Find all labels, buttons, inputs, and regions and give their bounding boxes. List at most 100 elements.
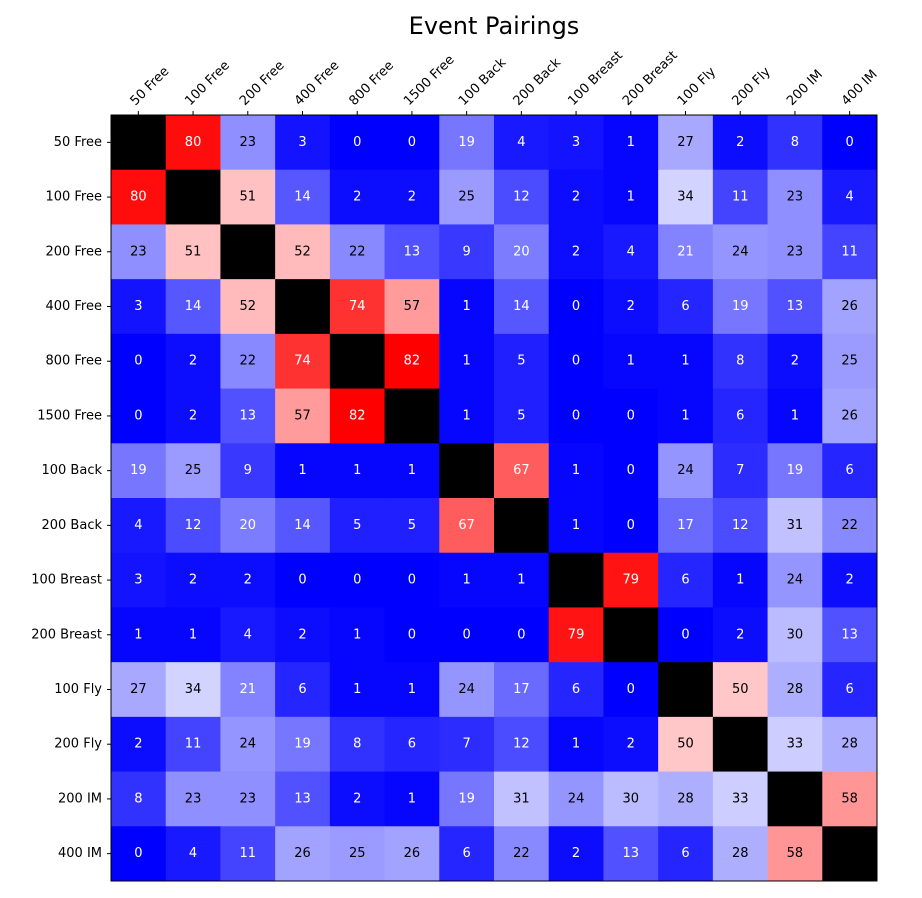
heatmap-cell	[767, 498, 823, 554]
cell-value-label: 24	[787, 573, 804, 588]
cell-value-label: 3	[134, 573, 142, 588]
cell-value-label: 1	[736, 573, 744, 588]
heatmap-cell	[384, 662, 440, 718]
cell-value-label: 24	[240, 737, 257, 752]
heatmap-diagonal-cell	[220, 224, 276, 280]
heatmap-cells	[111, 115, 878, 882]
cell-value-label: 0	[134, 408, 142, 423]
heatmap-cell	[220, 716, 276, 773]
heatmap-cell	[220, 443, 276, 499]
heatmap-cell	[111, 224, 167, 280]
heatmap-cell	[384, 826, 440, 882]
cell-value-label: 4	[134, 518, 142, 533]
cell-value-label: 1	[353, 463, 361, 478]
cell-value-label: 82	[404, 354, 421, 369]
heatmap-cell	[658, 716, 714, 773]
heatmap-cell	[822, 771, 878, 827]
heatmap-cell	[275, 224, 331, 280]
heatmap-cell	[767, 388, 823, 444]
heatmap-cell	[111, 443, 167, 499]
cell-value-label: 24	[732, 244, 749, 259]
heatmap-cell	[822, 552, 878, 608]
cell-value-label: 27	[677, 135, 694, 150]
cell-value-label: 5	[408, 518, 416, 533]
heatmap-cell	[603, 662, 659, 718]
heatmap-cell	[329, 552, 386, 608]
heatmap-cell	[767, 443, 823, 499]
cell-value-label: 33	[787, 737, 804, 752]
cell-value-label: 31	[787, 518, 804, 533]
cell-value-label: 2	[244, 573, 252, 588]
cell-value-label: 13	[787, 299, 804, 314]
heatmap-cell	[111, 169, 167, 225]
heatmap-cell	[603, 115, 659, 171]
heatmap-cell	[220, 169, 276, 225]
heatmap-cell	[384, 443, 440, 499]
heatmap-cell	[165, 388, 221, 444]
heatmap-diagonal-cell	[494, 498, 550, 554]
cell-value-label: 6	[298, 682, 306, 697]
plot-frame	[110, 114, 878, 882]
cell-value-label: 6	[463, 846, 471, 861]
cell-value-label: 1	[189, 627, 197, 642]
heatmap-cell	[822, 716, 878, 773]
heatmap-cell	[658, 333, 714, 390]
cell-value-label: 28	[841, 737, 858, 752]
heatmap-cell	[767, 716, 823, 773]
heatmap-cell	[603, 552, 659, 608]
cell-value-label: 0	[298, 573, 306, 588]
cell-value-label: 14	[294, 518, 311, 533]
heatmap-cell	[712, 498, 769, 554]
cell-value-label: 6	[681, 573, 689, 588]
cell-value-label: 58	[841, 791, 858, 806]
x-axis-ticks: 50 Free 100 Free 200 Free 400 Free 800 Free 1…	[128, 48, 881, 115]
cell-value-label: 14	[513, 299, 530, 314]
cell-value-label: 25	[185, 463, 202, 478]
cell-value-label: 24	[458, 682, 475, 697]
x-tick-label: 100 Fly	[675, 64, 720, 109]
heatmap-cell	[384, 224, 440, 280]
x-tick-label: 400 Free	[292, 58, 343, 109]
x-tick-label: 400 IM	[839, 67, 881, 109]
y-tick-label: 400 IM	[58, 846, 102, 861]
heatmap-cell	[767, 607, 823, 663]
cell-value-label: 21	[677, 244, 694, 259]
cell-value-label: 28	[732, 846, 749, 861]
heatmap-cell	[767, 279, 823, 335]
cell-value-label: 1	[298, 463, 306, 478]
heatmap-cell	[220, 826, 276, 882]
cell-value-label: 4	[189, 846, 197, 861]
cell-value-label: 0	[572, 408, 580, 423]
heatmap-cell	[165, 115, 221, 171]
cell-value-label: 13	[623, 846, 640, 861]
heatmap-cell	[712, 607, 769, 663]
cell-value-label: 1	[572, 737, 580, 752]
cell-value-label: 12	[732, 518, 749, 533]
chart-title: Event Pairings	[409, 12, 580, 40]
heatmap-cell	[494, 826, 550, 882]
heatmap-cell	[494, 662, 550, 718]
heatmap-cell	[275, 333, 331, 390]
heatmap-diagonal-cell	[767, 771, 823, 827]
heatmap-cell	[329, 771, 386, 827]
heatmap-diagonal-cell	[603, 607, 659, 663]
heatmap-cell	[658, 279, 714, 335]
heatmap-cell	[494, 115, 550, 171]
heatmap-cell	[712, 443, 769, 499]
heatmap-cell	[712, 662, 769, 718]
cell-value-label: 0	[408, 627, 416, 642]
heatmap-cell	[548, 826, 604, 882]
heatmap-cell	[603, 826, 659, 882]
heatmap-cell	[548, 388, 604, 444]
cell-value-label: 79	[568, 627, 585, 642]
heatmap-cell	[220, 498, 276, 554]
heatmap-diagonal-cell	[712, 716, 769, 773]
heatmap-cell	[220, 115, 276, 171]
cell-value-label: 6	[408, 737, 416, 752]
heatmap-cell	[712, 115, 769, 171]
cell-value-label: 0	[627, 518, 635, 533]
heatmap-diagonal-cell	[658, 662, 714, 718]
y-tick-label: 200 Free	[45, 244, 102, 259]
heatmap-cell	[712, 169, 769, 225]
cell-value-label: 0	[517, 627, 525, 642]
